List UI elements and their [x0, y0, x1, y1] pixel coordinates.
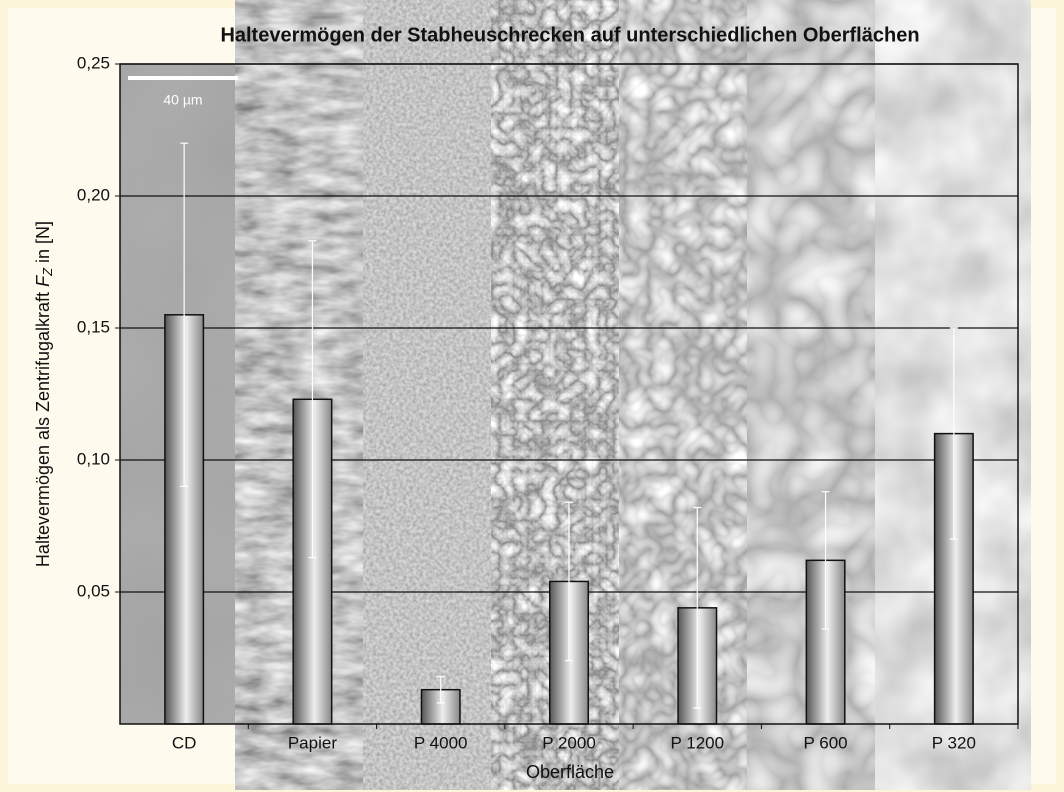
x-tick-label: P 600 — [804, 733, 848, 752]
x-tick-label: P 2000 — [542, 733, 596, 752]
x-tick-label: P 4000 — [414, 733, 468, 752]
x-tick-label: CD — [172, 733, 197, 752]
y-tick-label: 0,25 — [77, 53, 110, 72]
y-tick-label: 0,05 — [77, 581, 110, 600]
chart: 40 µm Haltevermögen der Stabheuschrecken… — [0, 0, 1064, 792]
y-label-text: Haltevermögen als Zentrifugalkraft — [33, 292, 53, 567]
x-tick-label: Papier — [288, 733, 337, 752]
y-tick-label: 0,15 — [77, 317, 110, 336]
y-tick-label: 0,10 — [77, 449, 110, 468]
x-tick-label: P 320 — [932, 733, 976, 752]
x-axis-label: Oberfläche — [526, 762, 614, 782]
y-tick-label: 0,20 — [77, 185, 110, 204]
chart-title: Haltevermögen der Stabheuschrecken auf u… — [220, 24, 919, 46]
y-label-unit: in [N] — [33, 221, 53, 263]
scale-label: 40 µm — [163, 92, 202, 108]
x-tick-label: P 1200 — [670, 733, 724, 752]
